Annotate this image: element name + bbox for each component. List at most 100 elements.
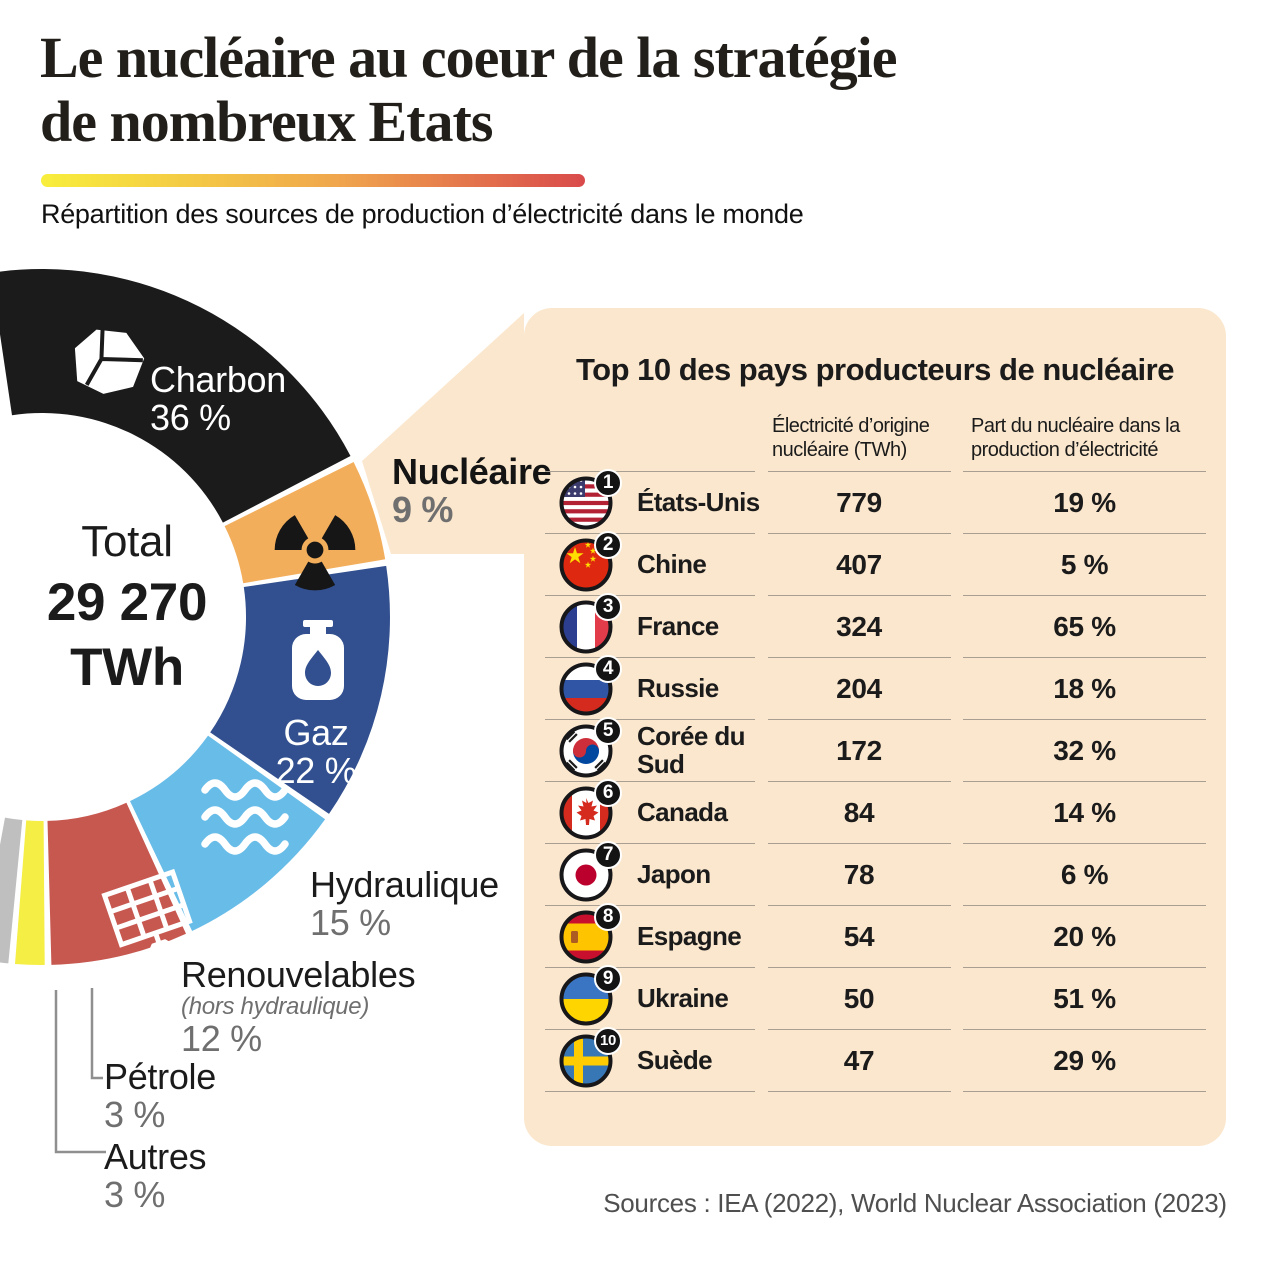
top10-table: Électricité d’origine nucléaire (TWh) Pa… [545,414,1206,1092]
petrole-connector-line [90,988,103,1080]
column-header-twh: Électricité d’origine nucléaire (TWh) [772,415,930,461]
table-body: 1 États‑Unis 779 19 % 2 Chine 407 5 % 3 … [545,468,1206,1092]
twh-value: 172 [767,719,951,781]
twh-value: 47 [767,1029,951,1091]
table-row: 5 Corée du Sud 172 32 % [545,716,1206,781]
donut-segment-hydraulique [130,735,326,931]
solar-panel-icon [101,868,193,955]
table-row: 7 Japon 78 6 % [545,840,1206,905]
country-name: Espagne [637,920,742,951]
radiation-icon [274,515,356,591]
share-value: 19 % [963,471,1206,533]
share-value: 32 % [963,719,1206,781]
label-petrole: Pétrole 3 % [104,1056,216,1136]
country-name: France [637,610,719,641]
country-name: Corée du Sud [637,721,745,779]
rank-badge: 5 [594,716,622,745]
rank-badge: 4 [594,654,622,683]
label-hydraulique: Hydraulique 15 % [310,864,499,944]
table-row: 4 Russie 204 18 % [545,654,1206,719]
label-autres: Autres 3 % [104,1136,207,1216]
flag-us-icon [559,476,613,529]
share-value: 65 % [963,595,1206,657]
country-flag: 9 [559,964,622,1026]
donut-segment-nucléaire [224,462,386,584]
label-charbon: Charbon 36 % [150,359,286,439]
donut-total: Total 29 270 TWh [18,517,236,697]
share-value: 18 % [963,657,1206,719]
twh-value: 204 [767,657,951,719]
sources-note: Sources : IEA (2022), World Nuclear Asso… [603,1188,1227,1218]
country-name: Chine [637,548,707,579]
table-panel-background [524,308,1226,1146]
rank-badge: 1 [594,468,622,497]
nuclear-callout-wedge [362,313,524,554]
country-name: Suède [637,1044,713,1075]
waves-icon [201,779,289,855]
table-row: 10 Suède 47 29 % [545,1026,1206,1091]
twh-value: 50 [767,967,951,1029]
rank-badge: 8 [594,902,622,931]
country-flag: 4 [559,654,622,716]
autres-connector-line [54,990,106,1154]
twh-value: 324 [767,595,951,657]
share-value: 6 % [963,843,1206,905]
flag-jp-icon [559,848,613,901]
share-value: 51 % [963,967,1206,1029]
label-nucleaire: Nucléaire 9 % [392,451,552,531]
country-name: États‑Unis [637,486,760,517]
table-row: 1 États‑Unis 779 19 % [545,468,1206,533]
country-flag: 8 [559,902,622,964]
share-value: 29 % [963,1029,1206,1091]
share-value: 5 % [963,533,1206,595]
chart-subtitle: Répartition des sources de production d’… [41,199,804,229]
country-name: Ukraine [637,982,729,1013]
table-row: 6 Canada 84 14 % [545,778,1206,843]
total-value: 29 270 [46,573,208,632]
donut-segment-renouvelables [47,802,186,965]
country-flag: 3 [559,592,622,654]
share-value: 14 % [963,781,1206,843]
rank-badge: 7 [594,840,622,869]
accent-gradient-bar [41,174,585,187]
table-row: 2 Chine 407 5 % [545,530,1206,595]
page-title-line1: Le nucléaire au coeur de la stratégie [40,25,897,90]
country-flag: 1 [559,468,622,530]
column-header-share: Part du nucléaire dans la production d’é… [971,415,1180,461]
label-renouvelables: Renouvelables (hors hydraulique) 12 % [181,954,416,1059]
donut-segment-pétrole [15,820,45,966]
rank-badge: 9 [594,964,622,993]
table-title: Top 10 des pays producteurs de nucléaire [576,352,1174,387]
country-flag: 10 [559,1026,622,1088]
country-flag: 5 [559,716,622,778]
flag-kr-icon [559,724,613,777]
rank-badge: 2 [594,530,622,559]
country-flag: 7 [559,840,622,902]
flag-es-icon [559,910,613,963]
table-row: 3 France 324 65 % [545,592,1206,657]
coal-icon [74,329,145,394]
country-name: Russie [637,672,719,703]
twh-value: 84 [767,781,951,843]
total-label: Total [81,517,173,566]
donut-segment-autres [0,817,23,964]
table-header: Électricité d’origine nucléaire (TWh) Pa… [545,414,1206,471]
share-value: 20 % [963,905,1206,967]
country-name: Canada [637,796,728,827]
twh-value: 407 [767,533,951,595]
twh-value: 78 [767,843,951,905]
donut-segment-charbon [0,269,351,523]
label-gaz: Gaz 22 % [275,712,357,792]
rank-badge: 3 [594,592,622,621]
rank-badge: 10 [594,1026,622,1055]
country-flag: 2 [559,530,622,592]
country-flag: 6 [559,778,622,840]
page-title: Le nucléaire au coeur de la stratégie de… [40,25,897,154]
table-row: 8 Espagne 54 20 % [545,902,1206,967]
total-unit: TWh [70,638,184,697]
rank-badge: 6 [594,778,622,807]
table-row: 9 Ukraine 50 51 % [545,964,1206,1029]
page-title-line2: de nombreux Etats [40,88,493,154]
